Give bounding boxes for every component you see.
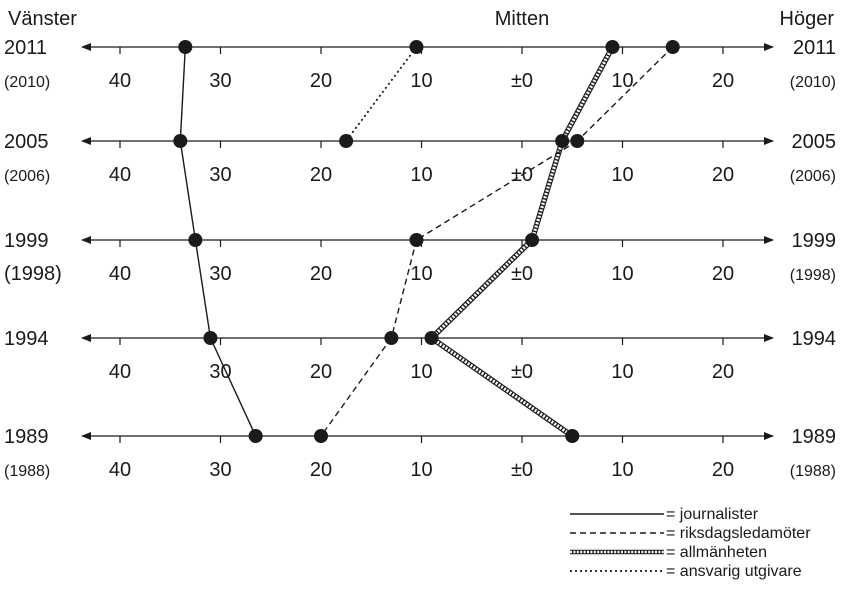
series-segment-allm-nheten-inner bbox=[560, 46, 614, 142]
series-segment-journalister bbox=[179, 46, 187, 142]
data-point-journalister bbox=[178, 40, 193, 54]
legend-label: = riksdagsledamöter bbox=[666, 525, 811, 542]
tick-label: 10 bbox=[611, 70, 633, 92]
row-sublabel-right: (1998) bbox=[790, 267, 836, 284]
tick-label: ±0 bbox=[511, 361, 533, 383]
row-label-right: 1999 bbox=[792, 230, 837, 252]
series-segment-ansvarig-utgivare bbox=[345, 46, 418, 142]
row-label-right: 2011 bbox=[793, 37, 836, 59]
tick-label: 20 bbox=[712, 70, 734, 92]
tick-label: 20 bbox=[712, 263, 734, 285]
header-right: Höger bbox=[780, 8, 835, 30]
row-sublabel-right: (2006) bbox=[790, 168, 836, 185]
tick-label: 10 bbox=[410, 459, 432, 481]
series-segment-allm-nheten-outer bbox=[559, 45, 615, 143]
legend: = journalister = riksdagsledamöter = allmä… bbox=[570, 506, 811, 580]
series-segment-journalister bbox=[179, 140, 197, 241]
series-segment-journalister bbox=[209, 337, 257, 437]
tick-label: 40 bbox=[109, 459, 131, 481]
data-point-allm-nheten bbox=[555, 134, 570, 148]
tick-label: 10 bbox=[611, 459, 633, 481]
tick-label: 40 bbox=[109, 263, 131, 285]
tick-label: 10 bbox=[611, 361, 633, 383]
tick-label: 20 bbox=[310, 164, 332, 186]
header-left: Vänster bbox=[8, 8, 77, 30]
row-label-left: 1999 bbox=[4, 230, 49, 252]
series-segment-riksdagsledam-ter bbox=[390, 239, 418, 339]
row-label-right: 1989 bbox=[792, 426, 837, 448]
row-label-left: 1994 bbox=[4, 328, 49, 350]
legend-label: = journalister bbox=[666, 506, 759, 523]
series-segment-allm-nheten-inner bbox=[430, 336, 574, 438]
tick-label: 10 bbox=[611, 263, 633, 285]
data-point-journalister bbox=[248, 429, 263, 443]
tick-label: 30 bbox=[209, 459, 231, 481]
row-sublabel-left: (1988) bbox=[4, 463, 50, 480]
tick-label: 10 bbox=[410, 70, 432, 92]
tick-label: ±0 bbox=[511, 263, 533, 285]
data-point-ansvarig-utgivare bbox=[409, 40, 424, 54]
tick-label: ±0 bbox=[511, 459, 533, 481]
row-sublabel-right: (2010) bbox=[790, 74, 836, 91]
data-point-riksdagsledam-ter bbox=[409, 233, 424, 247]
tick-label: 20 bbox=[310, 459, 332, 481]
tick-label: 40 bbox=[109, 361, 131, 383]
tick-label: ±0 bbox=[511, 70, 533, 92]
legend-label: = ansvarig utgivare bbox=[666, 563, 802, 580]
tick-label: 30 bbox=[209, 361, 231, 383]
tick-label: 10 bbox=[410, 263, 432, 285]
series-segment-riksdagsledam-ter bbox=[576, 46, 674, 142]
series-segment-riksdagsledam-ter bbox=[320, 337, 392, 437]
data-point-riksdagsledam-ter bbox=[570, 134, 585, 148]
data-point-riksdagsledam-ter bbox=[314, 429, 328, 443]
row-sublabel-left: (2006) bbox=[4, 168, 50, 185]
row-sublabel-right: (1988) bbox=[790, 463, 836, 480]
data-point-allm-nheten bbox=[565, 429, 580, 443]
data-point-riksdagsledam-ter bbox=[384, 331, 399, 345]
series-segment-allm-nheten-inner bbox=[430, 238, 534, 340]
tick-label: 20 bbox=[712, 459, 734, 481]
data-point-allm-nheten bbox=[525, 233, 540, 247]
row-sublabel-left: (1998) bbox=[4, 263, 62, 285]
tick-label: 20 bbox=[712, 361, 734, 383]
points-layer bbox=[173, 40, 680, 443]
tick-label: 10 bbox=[410, 164, 432, 186]
data-point-allm-nheten bbox=[605, 40, 620, 54]
tick-label: 30 bbox=[209, 164, 231, 186]
data-point-allm-nheten bbox=[424, 331, 439, 345]
tick-label: 40 bbox=[109, 164, 131, 186]
data-point-journalister bbox=[188, 233, 203, 247]
tick-label: 20 bbox=[310, 263, 332, 285]
series-segment-allm-nheten-inner bbox=[530, 140, 564, 241]
row-label-left: 1989 bbox=[4, 426, 49, 448]
series-segment-journalister bbox=[194, 239, 212, 339]
series-layer bbox=[179, 45, 674, 439]
axes-layer: 2011 2011 40 30 20 10 ±0 10 20 (2010) (2010) 2005 20… bbox=[4, 37, 836, 481]
header-center: Mitten bbox=[495, 8, 549, 30]
row-label-right: 1994 bbox=[792, 328, 837, 350]
row-label-left: 2011 bbox=[4, 37, 47, 59]
tick-label: 40 bbox=[109, 70, 131, 92]
row-label-right: 2005 bbox=[792, 131, 837, 153]
data-point-journalister bbox=[203, 331, 218, 345]
series-segment-riksdagsledam-ter bbox=[416, 140, 578, 241]
data-point-riksdagsledam-ter bbox=[665, 40, 680, 54]
tick-label: 30 bbox=[209, 263, 231, 285]
legend-label: = allmänheten bbox=[666, 544, 767, 561]
row-sublabel-left: (2010) bbox=[4, 74, 50, 91]
row-label-left: 2005 bbox=[4, 131, 49, 153]
data-point-journalister bbox=[173, 134, 188, 148]
tick-label: 20 bbox=[310, 70, 332, 92]
tick-label: 10 bbox=[611, 164, 633, 186]
tick-label: 10 bbox=[410, 361, 432, 383]
data-point-ansvarig-utgivare bbox=[339, 134, 354, 148]
tick-label: 30 bbox=[209, 70, 231, 92]
tick-label: 20 bbox=[712, 164, 734, 186]
tick-label: 20 bbox=[310, 361, 332, 383]
